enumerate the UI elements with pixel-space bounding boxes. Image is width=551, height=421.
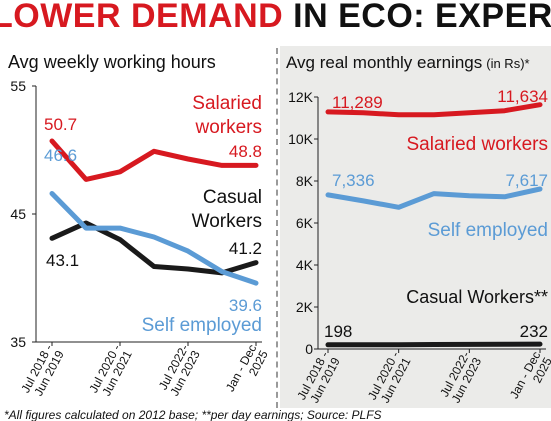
x-tick-group: Jul 2022-Jun 2023 bbox=[156, 342, 203, 398]
y-tick-label: 35 bbox=[10, 334, 26, 350]
series-last-value: 48.8 bbox=[229, 142, 262, 161]
series-last-value: 41.2 bbox=[229, 239, 262, 258]
chart-title: Avg weekly working hours bbox=[8, 52, 216, 72]
y-tick-label: 10K bbox=[288, 131, 314, 147]
y-tick-label: 6K bbox=[296, 215, 314, 231]
series-first-value: 43.1 bbox=[46, 251, 79, 270]
chart-monthly-earnings: Avg real monthly earnings (in Rs)* 12K 10K 8… bbox=[286, 53, 551, 405]
series-first-value: 7,336 bbox=[332, 171, 375, 190]
series-last-value: 39.6 bbox=[229, 296, 262, 315]
series-first-value: 46.6 bbox=[44, 146, 77, 165]
headline-text: LOWER DEMAND IN ECO: EXPERTS bbox=[0, 0, 551, 36]
series-first-value: 11,289 bbox=[332, 93, 383, 112]
footnote: *All figures calculated on 2012 base; **… bbox=[4, 408, 382, 421]
series-name-label: Casual bbox=[203, 187, 262, 208]
series-name-label: Self employed bbox=[142, 315, 262, 336]
series-line-self-employed bbox=[49, 191, 259, 286]
x-tick-group: Jul 2018 -Jun 2019 bbox=[18, 342, 67, 398]
y-tick-label: 45 bbox=[10, 206, 26, 222]
y-tick-label: 12K bbox=[288, 89, 314, 105]
chart-title-text: Avg real monthly earnings bbox=[286, 53, 482, 72]
series-last-value: 7,617 bbox=[505, 171, 548, 190]
series-name-label: Workers bbox=[192, 211, 262, 232]
series-line-salaried-workers bbox=[49, 138, 259, 182]
headline: LOWER DEMAND IN ECO: EXPERTS bbox=[0, 0, 551, 44]
series-first-value: 50.7 bbox=[44, 115, 77, 134]
chart-title: Avg real monthly earnings (in Rs)* bbox=[286, 53, 530, 72]
y-tick-label: 2K bbox=[296, 299, 314, 315]
series-name-label: Salaried workers bbox=[407, 134, 549, 155]
x-tick-group: Jul 2020 -Jun 2021 bbox=[86, 342, 135, 398]
x-tick-group: Jul 2022-Jun 2023 bbox=[437, 349, 484, 405]
x-tick-group: Jul 2020 -Jun 2021 bbox=[365, 349, 414, 405]
x-tick-group: Jul 2018 -Jun 2019 bbox=[294, 349, 343, 405]
y-tick-label: 8K bbox=[296, 173, 314, 189]
y-tick-label: 4K bbox=[296, 257, 314, 273]
headline-black: IN ECO: EXPERTS bbox=[293, 0, 551, 35]
series-line-salaried-workers bbox=[325, 102, 543, 118]
right-panel-background bbox=[280, 46, 551, 408]
chart-title-text: Avg weekly working hours bbox=[8, 52, 216, 72]
series-line-self-employed bbox=[325, 186, 543, 210]
series-last-value: 232 bbox=[520, 322, 548, 341]
y-tick-label: 55 bbox=[10, 78, 26, 94]
series-name-label: Salaried bbox=[192, 93, 262, 114]
headline-red: LOWER DEMAND bbox=[0, 0, 284, 35]
series-line-casual-workers bbox=[325, 341, 543, 348]
series-last-value: 11,634 bbox=[497, 87, 548, 106]
series-name-label: Casual Workers** bbox=[406, 287, 548, 307]
chart-title-unit: (in Rs)* bbox=[486, 56, 529, 71]
series-name-label: Self employed bbox=[428, 220, 548, 241]
y-tick-label: 0 bbox=[305, 341, 313, 357]
panel-divider bbox=[276, 48, 278, 408]
series-first-value: 198 bbox=[324, 322, 352, 341]
series-name-label: workers bbox=[194, 117, 262, 138]
